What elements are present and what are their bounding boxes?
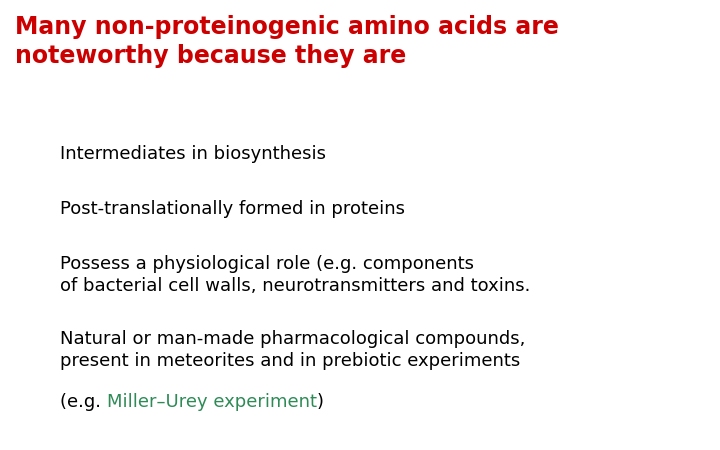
- Text: Possess a physiological role (e.g. components
of bacterial cell walls, neurotran: Possess a physiological role (e.g. compo…: [60, 255, 531, 295]
- Text: ): ): [317, 393, 324, 411]
- Text: Miller–Urey experiment: Miller–Urey experiment: [107, 393, 317, 411]
- Text: Intermediates in biosynthesis: Intermediates in biosynthesis: [60, 145, 326, 163]
- Text: Many non-proteinogenic amino acids are
noteworthy because they are: Many non-proteinogenic amino acids are n…: [15, 15, 559, 68]
- Text: (e.g.: (e.g.: [60, 393, 107, 411]
- Text: Natural or man-made pharmacological compounds,
present in meteorites and in preb: Natural or man-made pharmacological comp…: [60, 330, 526, 370]
- Text: Post-translationally formed in proteins: Post-translationally formed in proteins: [60, 200, 405, 218]
